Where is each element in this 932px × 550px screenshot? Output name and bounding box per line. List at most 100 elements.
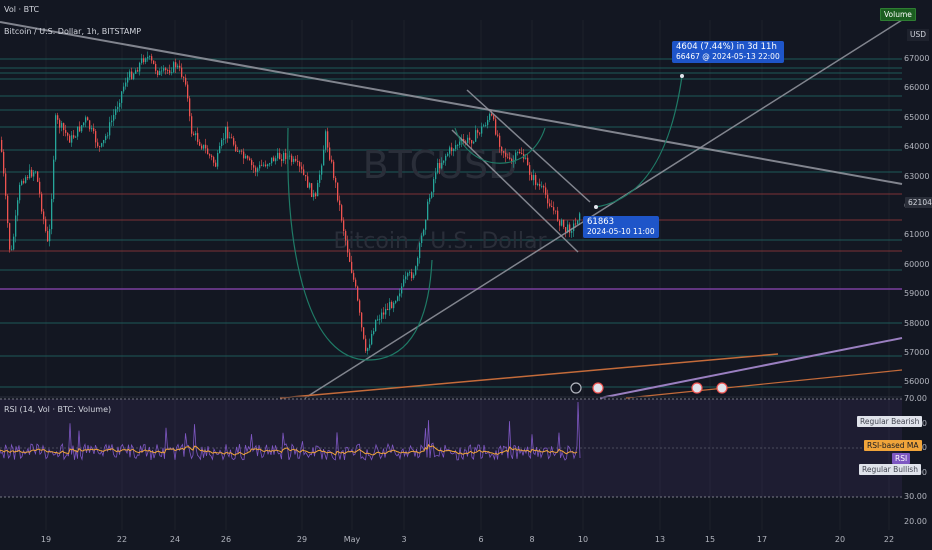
candle-body <box>451 147 453 152</box>
candle-body <box>279 152 281 160</box>
purple-trendline <box>599 337 903 399</box>
rsi-tick-label: 70.00 <box>904 394 927 403</box>
candle-body <box>463 138 465 142</box>
projection-callout[interactable]: 4604 (7.44%) in 3d 11h 66467 @ 2024-05-1… <box>672 41 784 63</box>
candle-body <box>347 240 349 253</box>
candle-body <box>315 193 317 197</box>
candle-body <box>39 181 41 194</box>
currency-button[interactable]: USD <box>907 29 930 41</box>
candle-body <box>105 136 107 141</box>
candle-body <box>233 138 235 145</box>
candle-body <box>467 137 469 143</box>
candle-body <box>261 164 263 166</box>
candle-body <box>55 115 57 160</box>
time-tick-label: 15 <box>704 535 716 544</box>
candle-body <box>165 68 167 71</box>
candle-body <box>107 135 109 137</box>
candle-body <box>415 266 417 275</box>
orange-support-line <box>279 353 779 399</box>
candle-body <box>515 152 517 161</box>
candle-body <box>113 114 115 121</box>
candle-body <box>507 156 509 158</box>
current-price-label: 62104 <box>905 197 932 208</box>
candle-body <box>225 126 227 139</box>
candle-body <box>269 163 271 165</box>
candle-body <box>179 65 181 68</box>
candle-body <box>201 145 203 149</box>
candle-body <box>321 165 323 175</box>
candle-body <box>155 63 157 71</box>
candle-body <box>409 272 411 274</box>
candle-body <box>441 162 443 169</box>
current-point-callout[interactable]: 61863 2024-05-10 11:00 <box>583 216 659 238</box>
candle-body <box>563 219 565 228</box>
candle-body <box>545 187 547 195</box>
candle-body <box>401 286 403 294</box>
channel-upper-line <box>466 89 591 203</box>
candle-body <box>189 98 191 117</box>
candle-body <box>491 113 493 116</box>
candle-body <box>31 169 33 177</box>
rsi-panel-title[interactable]: RSI (14, Vol · BTC: Volume) <box>4 405 112 414</box>
candle-body <box>149 56 151 57</box>
candle-body <box>511 159 513 163</box>
candle-body <box>73 135 75 138</box>
candle-body <box>325 131 327 150</box>
candle-body <box>433 179 435 193</box>
cup-pattern-curve <box>287 127 433 361</box>
candle-body <box>351 261 353 273</box>
candle-body <box>251 160 253 166</box>
candle-body <box>417 257 419 267</box>
candle-body <box>487 119 489 126</box>
candlestick-series <box>1 51 581 355</box>
candle-body <box>505 152 507 157</box>
candle-body <box>425 219 427 230</box>
candle-body <box>493 115 495 120</box>
candle-body <box>181 67 183 77</box>
candle-body <box>495 119 497 135</box>
candle-body <box>393 302 395 309</box>
candle-body <box>15 215 17 237</box>
candle-body <box>5 173 7 196</box>
candle-body <box>211 155 213 158</box>
candle-body <box>561 219 563 226</box>
candle-body <box>11 249 13 251</box>
candle-body <box>151 56 153 61</box>
candle-body <box>41 193 43 212</box>
candle-body <box>241 150 243 152</box>
price-tick-label: 59000 <box>904 289 930 299</box>
candle-body <box>49 229 51 242</box>
candle-body <box>277 152 279 159</box>
lightning-event-icon <box>570 382 582 394</box>
candle-body <box>399 293 401 297</box>
candle-body <box>23 181 25 183</box>
candle-body <box>437 162 439 173</box>
candle-body <box>173 62 175 73</box>
symbol-legend[interactable]: Bitcoin / U.S. Dollar, 1h, BITSTAMP <box>4 27 142 36</box>
candle-body <box>83 122 85 126</box>
candle-body <box>283 152 285 161</box>
symbol-watermark-description: Bitcoin / U.S. Dollar <box>333 229 547 254</box>
candle-body <box>327 131 329 148</box>
candle-body <box>137 70 139 72</box>
candle-body <box>79 126 81 132</box>
candle-body <box>385 308 387 315</box>
candle-body <box>367 348 369 351</box>
projection-curve <box>595 75 683 208</box>
price-tick-label: 67000 <box>904 54 930 63</box>
candle-body <box>133 73 135 79</box>
rsi-tick-label: 20.00 <box>904 516 927 526</box>
candle-body <box>391 301 393 309</box>
rsi-tick-label: 30.00 <box>904 492 927 501</box>
candle-body <box>353 272 355 280</box>
candle-body <box>101 143 103 147</box>
candle-body <box>383 312 385 315</box>
candle-body <box>439 162 441 169</box>
volume-badge[interactable]: Volume <box>880 8 916 21</box>
candle-body <box>197 133 199 142</box>
candle-body <box>369 344 371 349</box>
candle-body <box>311 183 313 197</box>
candle-body <box>481 126 483 134</box>
